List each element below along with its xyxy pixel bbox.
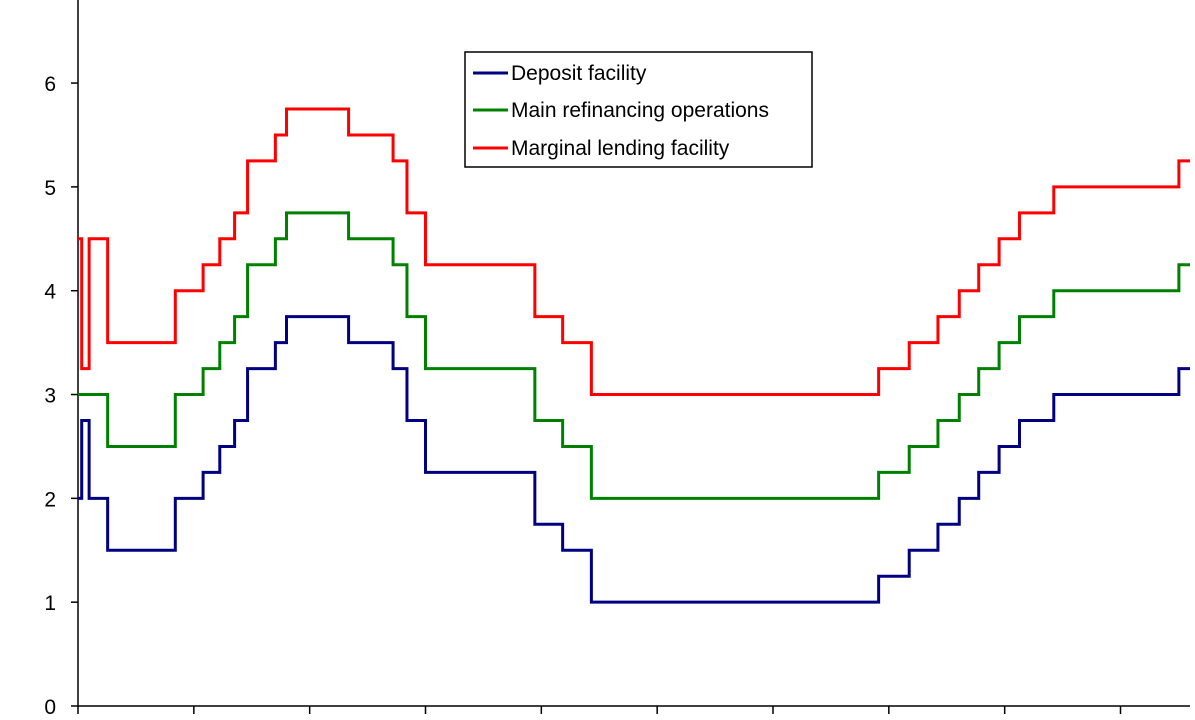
legend: Deposit facility Main refinancing operat… bbox=[464, 51, 813, 168]
legend-label-main-refinancing-operations: Main refinancing operations bbox=[511, 99, 769, 122]
series-line-main-refinancing-operations bbox=[78, 211, 1190, 500]
axes: 0 1 2 3 4 5 6 bbox=[44, 0, 1190, 719]
y-tick-label: 5 bbox=[44, 177, 56, 200]
series-line-deposit-facility bbox=[78, 315, 1190, 604]
y-tick-label: 2 bbox=[44, 488, 56, 511]
y-tick-label: 6 bbox=[44, 73, 56, 96]
y-tick-label: 4 bbox=[44, 281, 56, 304]
legend-box bbox=[464, 51, 813, 168]
legend-label-deposit-facility: Deposit facility bbox=[511, 62, 647, 85]
y-tick-label: 0 bbox=[44, 696, 56, 719]
series-line-marginal-lending-facility bbox=[78, 107, 1190, 397]
legend-label-marginal-lending-facility: Marginal lending facility bbox=[511, 137, 730, 160]
y-tick-label: 1 bbox=[44, 592, 56, 615]
series-group bbox=[78, 107, 1190, 604]
y-tick-label: 3 bbox=[44, 385, 56, 408]
